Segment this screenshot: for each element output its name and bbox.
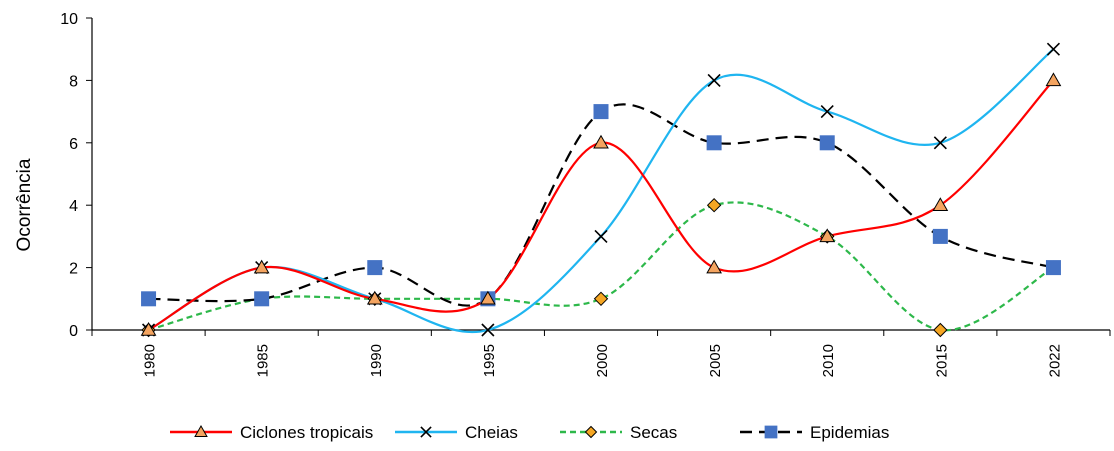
triangle-marker (706, 259, 722, 274)
x-tick-label: 1995 (481, 344, 498, 377)
axes: 0 2 4 6 8 10 1980 1985 1990 1995 2000 2005 2010 2015 2… (60, 11, 1111, 377)
x-marker-stroke (707, 73, 721, 87)
y-tick-label: 0 (69, 323, 78, 340)
x-marker (594, 229, 608, 243)
triangle-marker (480, 290, 496, 305)
x-tick-label: 2010 (820, 344, 837, 377)
series-secas (148, 201, 1054, 332)
x-marker (707, 73, 721, 87)
series-markers (141, 104, 1061, 307)
legend-item: Secas (560, 423, 677, 442)
x-tick-label: 1980 (142, 344, 159, 377)
x-tick-label: 2022 (1046, 344, 1063, 377)
y-tick-label: 2 (69, 261, 78, 278)
legend-item: Epidemias (740, 423, 889, 442)
square-marker (819, 135, 835, 151)
x-marker-stroke (594, 229, 608, 243)
triangle-marker (140, 321, 157, 336)
triangle-marker (819, 228, 836, 243)
y-axis-label: Ocorrência (14, 158, 35, 251)
x-marker-stroke (1046, 42, 1061, 56)
triangle-marker (253, 259, 270, 274)
legend-item: Cheias (395, 423, 518, 442)
legend-item: Ciclones tropicais (170, 423, 373, 442)
legend-label: Cheias (465, 423, 518, 442)
series-line (148, 103, 1054, 307)
square-marker (1045, 260, 1061, 276)
x-tick-label: 2005 (707, 344, 724, 377)
x-marker (481, 323, 495, 337)
square-marker (254, 291, 270, 307)
legend: Ciclones tropicais Cheias Secas Epidemias (170, 423, 889, 442)
square-marker (141, 291, 157, 307)
x-tick-label: 2015 (933, 344, 950, 377)
y-tick-label: 4 (69, 198, 78, 215)
square-marker (764, 425, 778, 439)
diamond-marker (706, 197, 722, 213)
triangle-marker (1045, 72, 1062, 87)
x-tick-label: 1990 (368, 344, 385, 377)
legend-label: Secas (630, 423, 677, 442)
y-tick-label: 6 (69, 136, 78, 153)
x-marker (420, 426, 432, 438)
x-tick-label: 1985 (255, 344, 272, 377)
x-marker (820, 105, 834, 119)
x-marker-stroke (420, 426, 432, 438)
series-markers (140, 72, 1062, 336)
x-marker-stroke (820, 105, 834, 119)
x-tick-label: 2000 (594, 344, 611, 377)
triangle-marker (593, 134, 609, 149)
legend-label: Epidemias (810, 423, 889, 442)
x-marker-stroke (481, 323, 495, 337)
series-epidemias (148, 103, 1054, 307)
square-marker (706, 135, 722, 151)
legend-label: Ciclones tropicais (240, 423, 373, 442)
square-marker (932, 228, 948, 244)
triangle-marker (366, 290, 383, 305)
series-line (148, 201, 1054, 332)
y-tick-label: 10 (60, 11, 78, 28)
triangle-marker (932, 197, 949, 211)
y-tick-label: 8 (69, 73, 78, 90)
x-marker (1046, 42, 1061, 56)
series-layer (140, 42, 1062, 338)
series-line (148, 48, 1055, 334)
square-marker (593, 104, 609, 120)
x-marker-stroke (933, 136, 947, 150)
diamond-marker (933, 322, 948, 338)
series-cheias (148, 48, 1055, 334)
triangle-marker (194, 425, 208, 437)
diamond-marker (593, 291, 609, 307)
x-marker (933, 136, 947, 150)
diamond-marker (584, 425, 598, 439)
square-marker (367, 260, 383, 276)
